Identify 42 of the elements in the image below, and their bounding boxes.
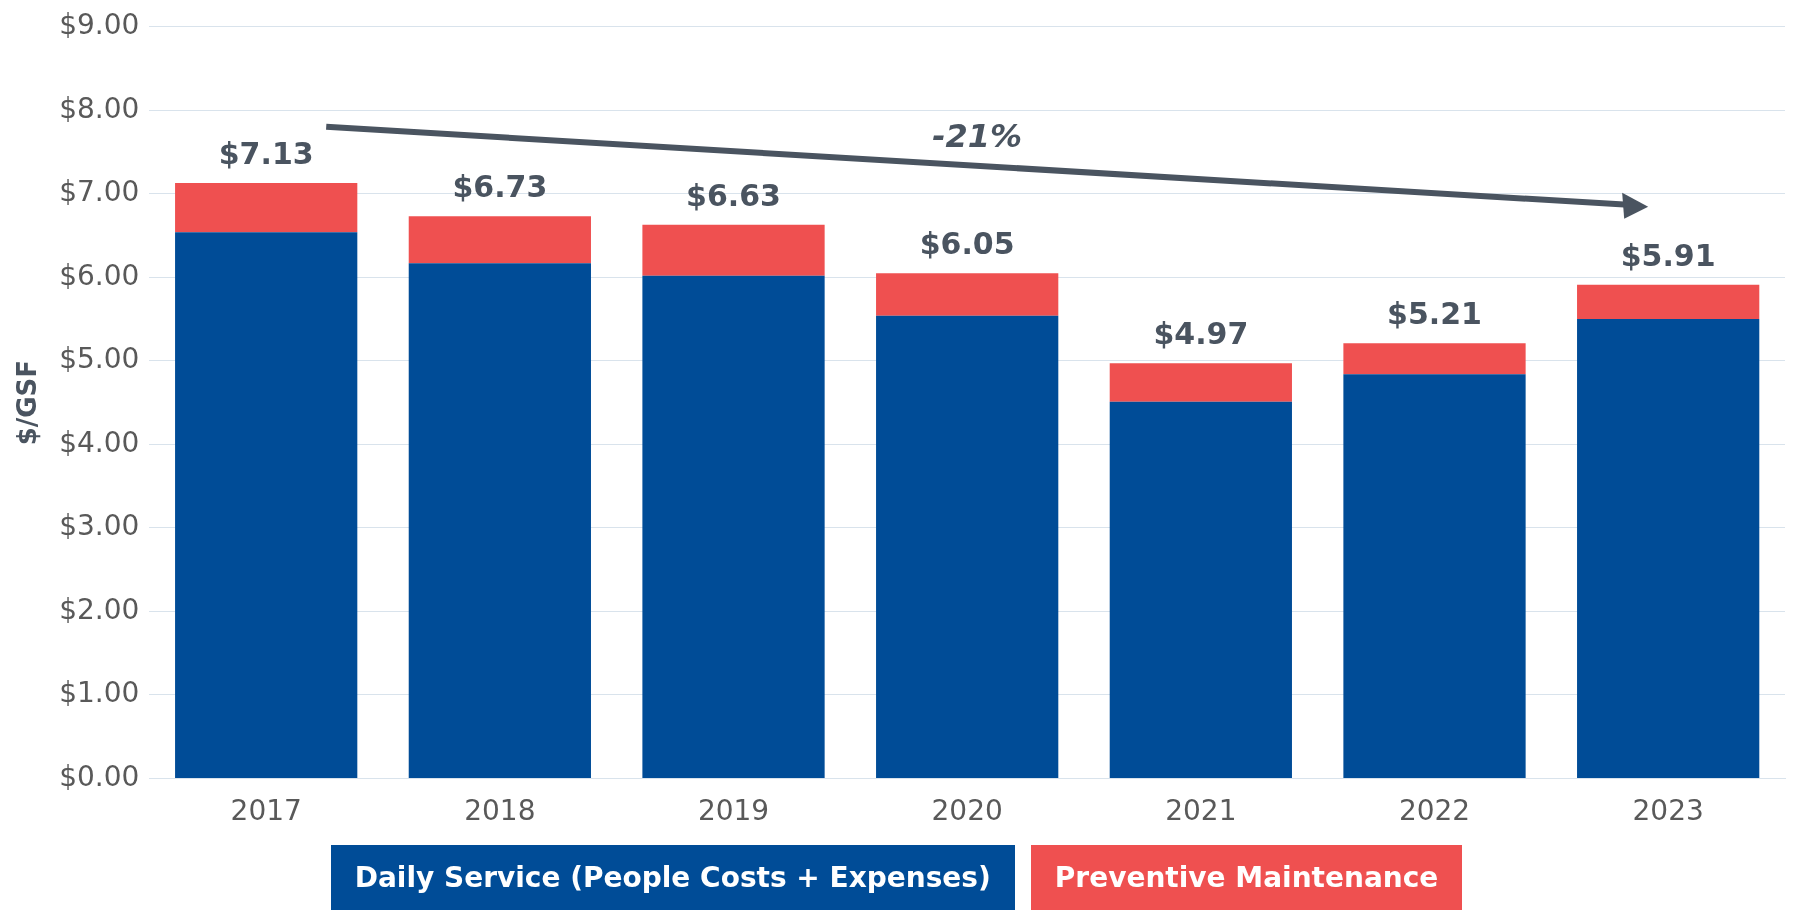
bar <box>408 263 591 778</box>
y-tick-label: $6.00 <box>59 258 140 292</box>
total-label: $4.97 <box>1153 316 1249 352</box>
bar <box>1577 284 1760 320</box>
bar <box>642 275 825 778</box>
bar <box>1109 401 1292 778</box>
bar <box>876 273 1059 316</box>
bar <box>642 224 825 276</box>
x-tick-label: 2017 <box>230 794 302 828</box>
x-tick-label: 2018 <box>464 794 536 828</box>
bar <box>408 216 591 264</box>
y-tick-label: $9.00 <box>59 8 140 42</box>
total-label: $7.13 <box>218 135 314 171</box>
total-label: $5.21 <box>1387 296 1482 332</box>
x-tick-label: 2020 <box>931 794 1003 828</box>
x-tick-label: 2019 <box>697 794 770 828</box>
total-label: $6.05 <box>919 225 1015 261</box>
y-tick-label: $7.00 <box>59 175 140 209</box>
y-tick-label: $2.00 <box>59 592 140 626</box>
y-tick-label: $0.00 <box>59 759 140 793</box>
bar <box>876 315 1059 778</box>
text: Daily Service (People Costs + Expenses) <box>330 845 1015 910</box>
bar <box>1343 343 1526 375</box>
bar <box>1577 319 1760 778</box>
text: Preventive Maintenance <box>1030 845 1463 910</box>
bar <box>175 182 358 233</box>
y-tick-label: $4.00 <box>59 425 140 459</box>
bar <box>175 232 358 778</box>
annotation: -21% <box>932 116 1023 155</box>
y-tick-label: $8.00 <box>59 91 140 125</box>
x-tick-label: 2022 <box>1398 794 1471 828</box>
total-label: $6.73 <box>452 169 548 205</box>
y-tick-label: $5.00 <box>59 342 140 376</box>
y-tick-label: $3.00 <box>59 509 140 543</box>
bar <box>1343 374 1526 778</box>
bar <box>1109 363 1292 402</box>
total-label: $5.91 <box>1620 237 1716 273</box>
x-tick-label: 2023 <box>1632 794 1704 828</box>
total-label: $6.63 <box>686 177 781 213</box>
y-tick-label: $1.00 <box>59 676 140 710</box>
x-tick-label: 2021 <box>1165 794 1237 828</box>
y-axis-title: $/GSF <box>12 359 43 446</box>
